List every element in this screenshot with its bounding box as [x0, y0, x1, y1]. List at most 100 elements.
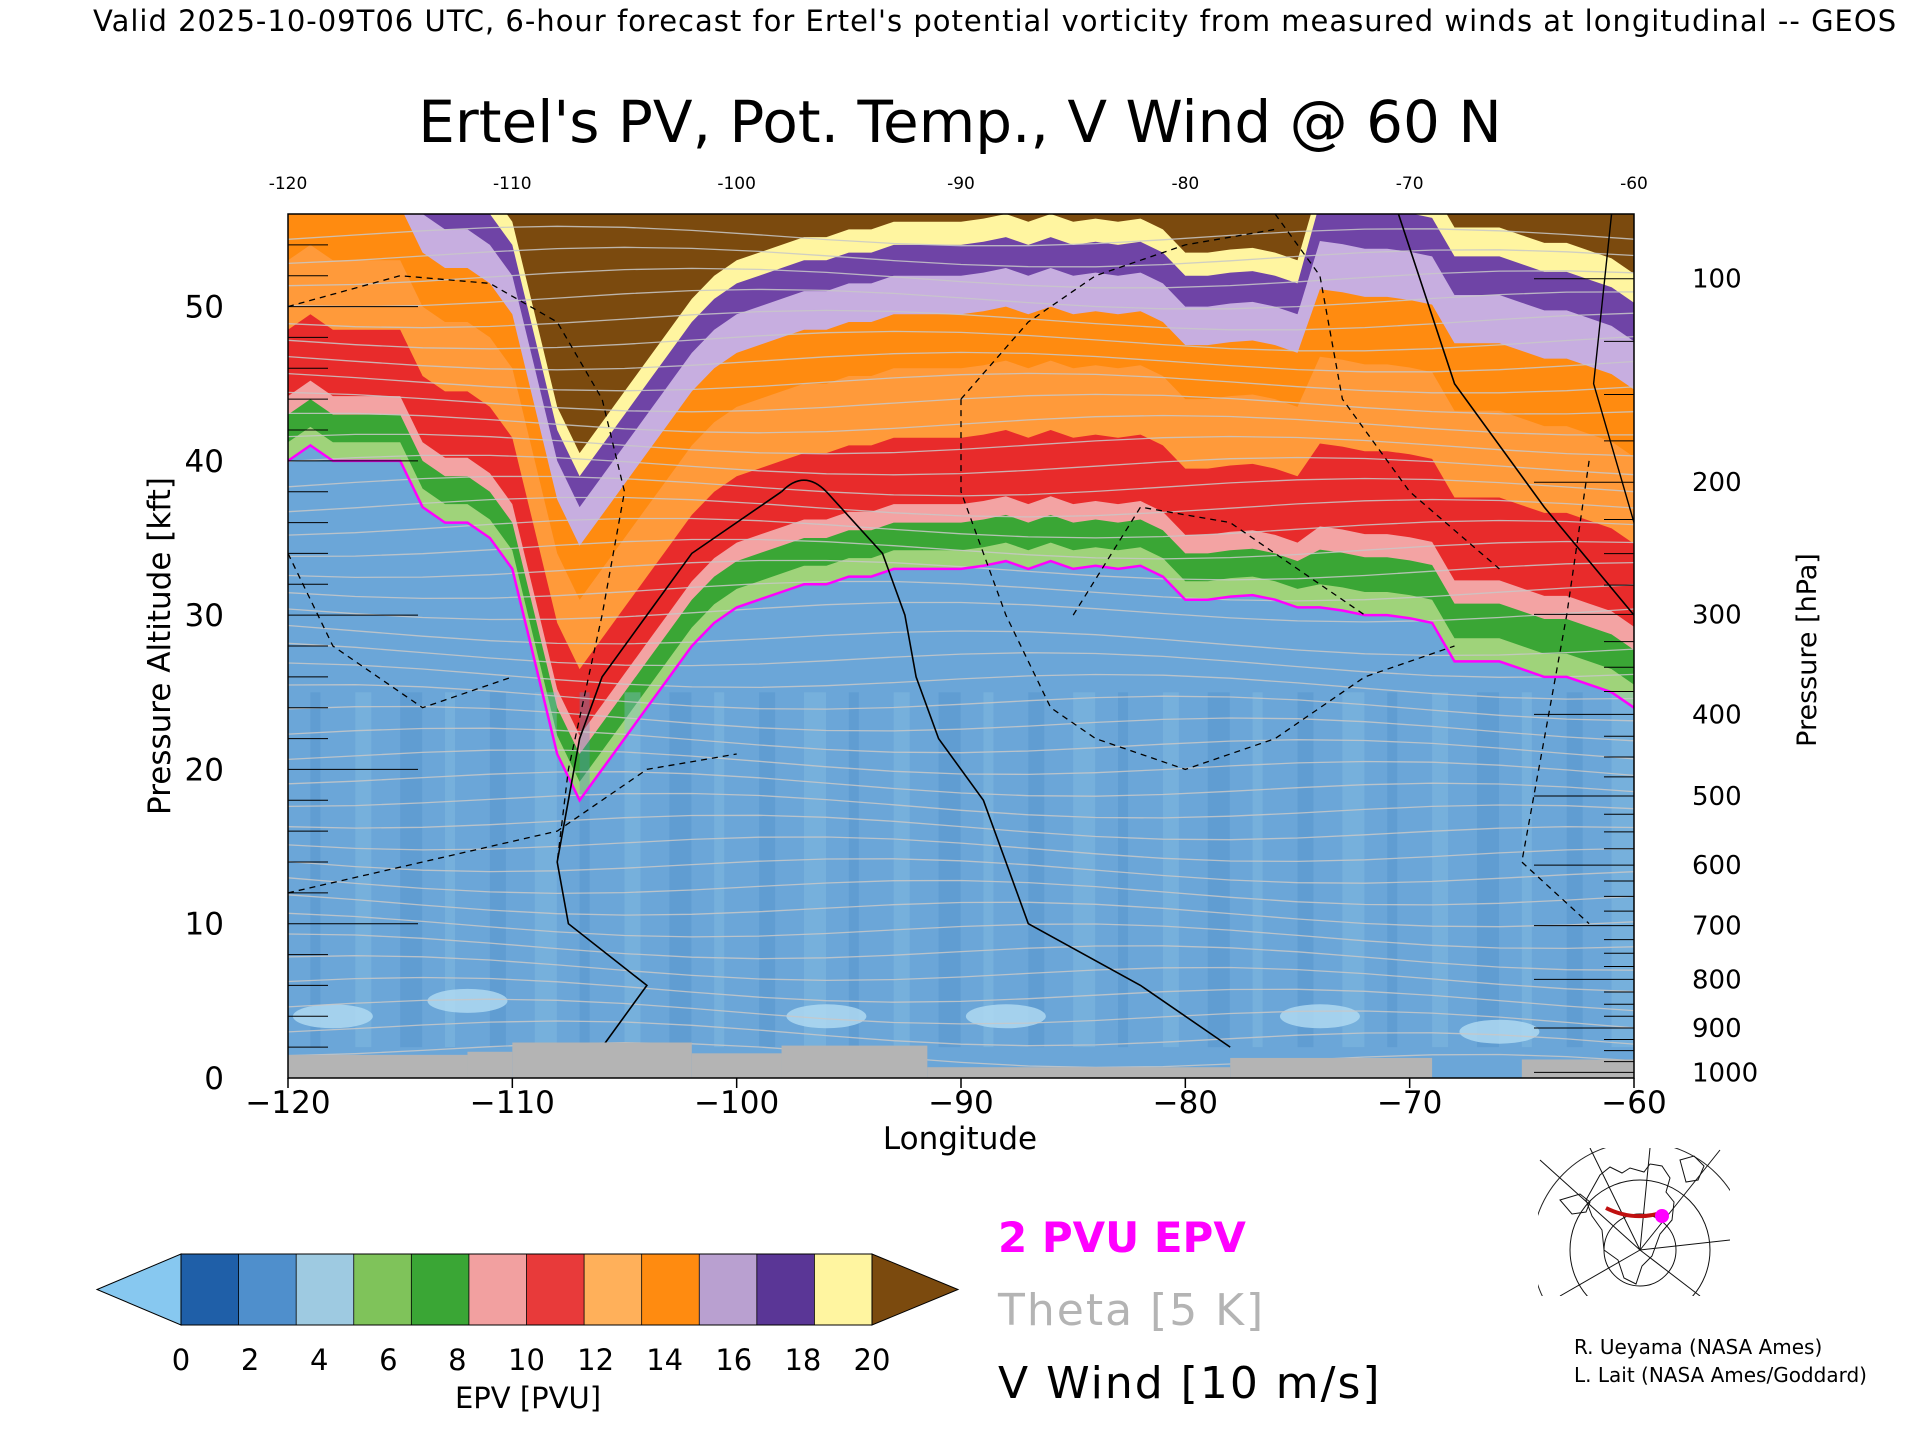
pressure-tick-label: 600 [1692, 851, 1742, 881]
theta-line [288, 684, 1634, 722]
colorbar-label: EPV [PVU] [455, 1381, 601, 1415]
pv-streak [1387, 692, 1398, 1048]
v-wind-negative-line [1274, 214, 1500, 570]
x-axis-bottom: −120 −110 −100 −90 −80 −70 −60 [245, 1078, 1667, 1121]
colorbar-tick-label: 20 [854, 1343, 891, 1377]
colorbar-over-arrow [871, 1253, 960, 1326]
colorbar-segment [699, 1254, 758, 1325]
theta-line [288, 998, 1634, 1029]
theta-contours [288, 225, 1634, 1069]
pv-streak [983, 692, 994, 1048]
colorbar-segment [814, 1254, 873, 1325]
theta-line [288, 1020, 1634, 1047]
legend-item-vwind: V Wind [10 m/s] [998, 1358, 1382, 1409]
v-wind-negative-line [288, 553, 513, 709]
theta-line [288, 894, 1634, 928]
pv-streak [489, 692, 506, 1048]
colorbar-segment [526, 1254, 585, 1325]
pv-patch [292, 1004, 373, 1029]
pv-streak [1028, 692, 1045, 1048]
y-tick-label: 10 [185, 907, 224, 943]
pv-streak [1118, 692, 1129, 1048]
x-top-tick-label: -70 [1396, 174, 1424, 194]
theta-line [288, 517, 1634, 539]
v-wind-zero-line [780, 479, 827, 493]
pv-patch [1459, 1019, 1540, 1044]
v-wind-negative-line [960, 228, 1276, 400]
pv-streak [1566, 692, 1583, 1048]
pv-streak [848, 692, 859, 1048]
theta-line [288, 288, 1634, 310]
theta-line [288, 836, 1634, 863]
credit-line-1: R. Ueyama (NASA Ames) [1574, 1335, 1822, 1359]
pv-streak [1162, 692, 1179, 1048]
colorbar-segment [756, 1254, 815, 1325]
tropopause-2pvu-line [288, 443, 1634, 803]
theta-line [288, 858, 1634, 884]
x-top-tick-label: -80 [1171, 174, 1199, 194]
v-wind-negative-line [288, 275, 626, 863]
terrain-block [512, 1042, 692, 1078]
theta-line [288, 475, 1634, 497]
theta-line [288, 330, 1634, 352]
theta-line [288, 351, 1634, 373]
colorbar-tick-label: 12 [577, 1343, 614, 1377]
colorbar-segment [411, 1254, 470, 1325]
pv-streak [1521, 692, 1532, 1048]
theta-line [288, 705, 1634, 742]
theta-line [288, 454, 1634, 476]
terrain-block [467, 1051, 513, 1078]
polar-map-icon [1538, 1148, 1730, 1296]
x-tick-label: −80 [1153, 1085, 1218, 1121]
terrain-block [691, 1053, 782, 1078]
x-tick-label: −70 [1377, 1085, 1442, 1121]
x-top-tick-label: -120 [269, 174, 308, 194]
theta-line [288, 309, 1634, 331]
colorbar-tick-label: 16 [715, 1343, 752, 1377]
v-wind-negative-line [288, 753, 737, 894]
v-wind-zero-line [825, 491, 1231, 1048]
theta-line [288, 933, 1634, 971]
theta-line [288, 433, 1634, 457]
theta-line [288, 372, 1634, 394]
theta-line [288, 749, 1634, 777]
terrain-block [288, 1054, 468, 1078]
colorbar-tick-label: 0 [172, 1343, 190, 1377]
pv-patch [1279, 1004, 1360, 1029]
x-tick-label: −100 [694, 1085, 779, 1121]
chart-title: Ertel's PV, Pot. Temp., V Wind @ 60 N [418, 88, 1501, 156]
pv-streak [669, 692, 692, 1048]
theta-line [288, 727, 1634, 760]
y-tick-label: 40 [185, 444, 224, 480]
legend-item-theta: Theta [5 K] [997, 1285, 1265, 1336]
pv-streak [310, 692, 321, 1048]
y-tick-label: 30 [185, 598, 224, 634]
x-top-tick-label: -90 [947, 174, 975, 194]
theta-line [288, 538, 1634, 560]
theta-line [288, 771, 1634, 797]
colorbar-segment [584, 1254, 643, 1325]
theta-line [288, 976, 1634, 1012]
pv-streak [1342, 692, 1365, 1048]
pv-streak [1432, 692, 1449, 1048]
pressure-tick-label: 700 [1692, 912, 1742, 942]
pv-streak [803, 692, 826, 1048]
pressure-tick-label: 400 [1692, 700, 1742, 730]
pv-streak [445, 692, 456, 1048]
colorbar-tick-label: 10 [508, 1343, 545, 1377]
colorbar-segment [641, 1254, 700, 1325]
y-axis-label-right: Pressure [hPa] [1792, 553, 1823, 747]
pv-streak [534, 692, 557, 1048]
x-top-tick-label: -60 [1620, 174, 1648, 194]
credit-line-2: L. Lait (NASA Ames/Goddard) [1574, 1363, 1867, 1387]
y-tick-label: 20 [185, 752, 224, 788]
theta-line [288, 642, 1634, 678]
colorbar-tick-label: 8 [448, 1343, 466, 1377]
pv-streak [624, 692, 641, 1048]
v-wind-zero-line [1397, 214, 1634, 616]
pv-streak [893, 692, 910, 1048]
theta-line [288, 792, 1634, 819]
colorbar-segment [353, 1254, 412, 1325]
colorbar-under-arrow [95, 1253, 182, 1326]
colorbar-segment [296, 1254, 355, 1325]
